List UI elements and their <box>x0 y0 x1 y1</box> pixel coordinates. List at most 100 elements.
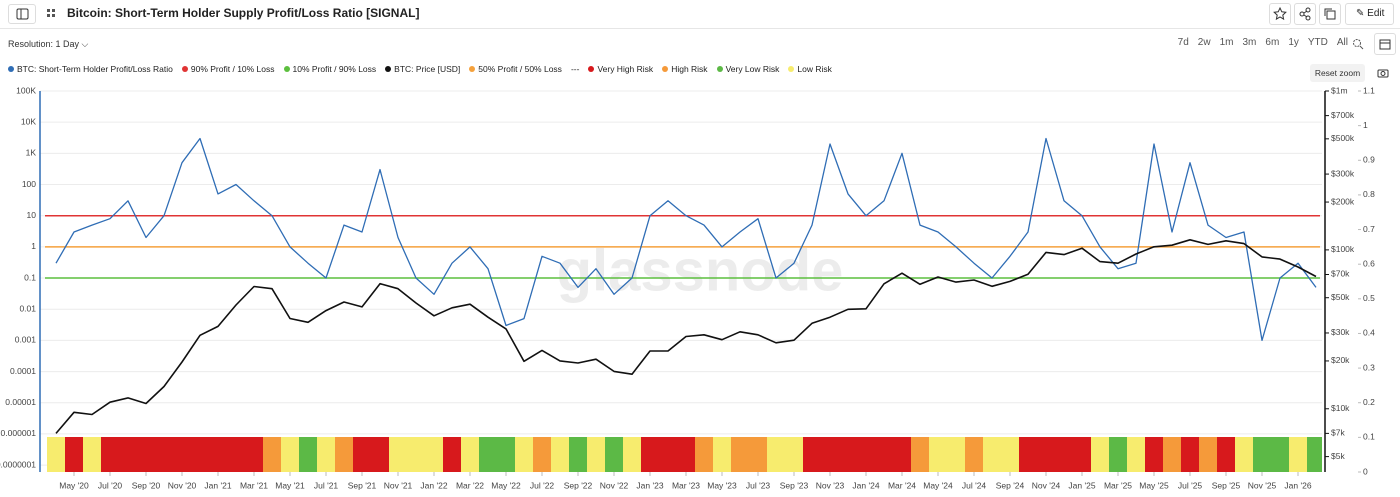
risk-cell <box>785 437 804 472</box>
risk-cell <box>1289 437 1308 472</box>
x-tick-label: Sep '25 <box>1212 480 1241 490</box>
legend-item[interactable]: Very Low Risk <box>716 64 779 74</box>
y3-tick-label: 1.1 <box>1363 85 1375 95</box>
copy-button[interactable] <box>1319 3 1341 25</box>
series-line <box>55 239 1317 434</box>
legend-item[interactable]: BTC: Short-Term Holder Profit/Loss Ratio <box>8 64 173 74</box>
x-tick-label: Jan '22 <box>420 480 447 490</box>
zoom-icon[interactable] <box>1352 38 1364 50</box>
y-tick-label: 1 <box>31 241 36 251</box>
legend-item[interactable]: 50% Profit / 50% Loss <box>469 64 562 74</box>
range-button[interactable]: 2w <box>1197 37 1211 48</box>
risk-cell <box>1199 437 1218 472</box>
y3-tick-label: 0.1 <box>1363 432 1375 442</box>
legend-item[interactable]: Low Risk <box>788 64 832 74</box>
risk-cell <box>47 437 66 472</box>
range-buttons: 7d 2w 1m 3m 6m 1y YTD All <box>1178 37 1348 48</box>
y3-tick-label: 0.5 <box>1363 293 1375 303</box>
risk-cell <box>749 437 768 472</box>
range-button[interactable]: 3m <box>1242 37 1257 48</box>
range-button[interactable]: 1m <box>1219 37 1234 48</box>
risk-cell <box>1001 437 1020 472</box>
x-tick-label: Jul '23 <box>746 480 771 490</box>
x-tick-label: Nov '24 <box>1032 480 1061 490</box>
y-tick-label: 0.000001 <box>1 428 37 438</box>
risk-cell <box>605 437 624 472</box>
reset-zoom-button[interactable]: Reset zoom <box>1310 64 1365 82</box>
x-tick-label: May '21 <box>275 480 305 490</box>
y2-tick-label: $50k <box>1331 292 1350 302</box>
range-button[interactable]: 7d <box>1177 37 1189 48</box>
x-tick-label: Jul '21 <box>314 480 339 490</box>
risk-cell <box>461 437 480 472</box>
x-tick-label: Mar '24 <box>888 480 916 490</box>
y2-tick-label: $700k <box>1331 110 1355 120</box>
x-tick-label: Jan '24 <box>852 480 879 490</box>
risk-cell <box>335 437 354 472</box>
legend-item[interactable]: High Risk <box>662 64 708 74</box>
watermark: glassnode <box>557 238 844 303</box>
legend-label: High Risk <box>671 64 708 74</box>
x-tick-label: May '22 <box>491 480 521 490</box>
calendar-button[interactable] <box>1374 33 1396 55</box>
x-tick-label: May '25 <box>1139 480 1169 490</box>
x-tick-label: Nov '20 <box>168 480 197 490</box>
star-button[interactable] <box>1269 3 1291 25</box>
y2-tick-label: $300k <box>1331 168 1355 178</box>
risk-cell <box>1073 437 1092 472</box>
y3-tick-label: 0 <box>1363 466 1368 476</box>
risk-cell <box>407 437 426 472</box>
range-button[interactable]: 6m <box>1265 37 1280 48</box>
risk-cell <box>317 437 336 472</box>
risk-cell <box>983 437 1002 472</box>
top-bar <box>0 0 1400 29</box>
y-tick-label: 100K <box>16 85 36 95</box>
x-tick-label: May '20 <box>59 480 89 490</box>
risk-cell <box>677 437 696 472</box>
calendar-icon <box>1379 39 1391 50</box>
y-tick-label: 0.0000001 <box>0 459 36 469</box>
share-button[interactable] <box>1294 3 1316 25</box>
resolution-select[interactable]: Resolution: 1 Day ⌵ <box>8 39 89 49</box>
risk-cell <box>353 437 372 472</box>
x-tick-label: Sep '24 <box>996 480 1025 490</box>
risk-cell <box>839 437 858 472</box>
edit-button[interactable]: ✎ Edit <box>1345 3 1394 25</box>
risk-cell <box>821 437 840 472</box>
range-button[interactable]: 1y <box>1288 37 1299 48</box>
risk-cell <box>893 437 912 472</box>
risk-cell <box>803 437 822 472</box>
legend-item[interactable]: Very High Risk <box>588 64 653 74</box>
legend-item[interactable]: BTC: Price [USD] <box>385 64 460 74</box>
risk-cell <box>947 437 966 472</box>
legend-item[interactable]: 90% Profit / 10% Loss <box>181 64 275 74</box>
risk-cell <box>1181 437 1200 472</box>
range-button[interactable]: All <box>1336 37 1348 48</box>
risk-cell <box>695 437 714 472</box>
risk-cell <box>551 437 570 472</box>
risk-cell <box>263 437 282 472</box>
sidebar-toggle[interactable] <box>8 4 36 24</box>
risk-cell <box>767 437 786 472</box>
risk-cell <box>389 437 408 472</box>
risk-cell <box>929 437 948 472</box>
camera-icon[interactable] <box>1376 66 1390 80</box>
y2-tick-label: $10k <box>1331 403 1350 413</box>
legend-separator: --- <box>570 64 580 74</box>
risk-cell <box>965 437 984 472</box>
risk-cell <box>1055 437 1074 472</box>
legend-swatch <box>385 66 392 72</box>
risk-cell <box>713 437 732 472</box>
legend-item[interactable]: 10% Profit / 90% Loss <box>283 64 376 74</box>
star-icon <box>1273 6 1287 21</box>
x-tick-label: Mar '21 <box>240 480 268 490</box>
risk-cell <box>299 437 318 472</box>
y2-tick-label: $30k <box>1331 327 1350 337</box>
x-tick-label: Jul '22 <box>530 480 555 490</box>
risk-cell <box>245 437 264 472</box>
grid-icon[interactable] <box>46 8 58 20</box>
x-tick-label: Nov '22 <box>600 480 629 490</box>
legend: BTC: Short-Term Holder Profit/Loss Ratio… <box>8 64 832 74</box>
range-button[interactable]: YTD <box>1307 37 1328 48</box>
y-tick-label: 10K <box>21 116 36 126</box>
